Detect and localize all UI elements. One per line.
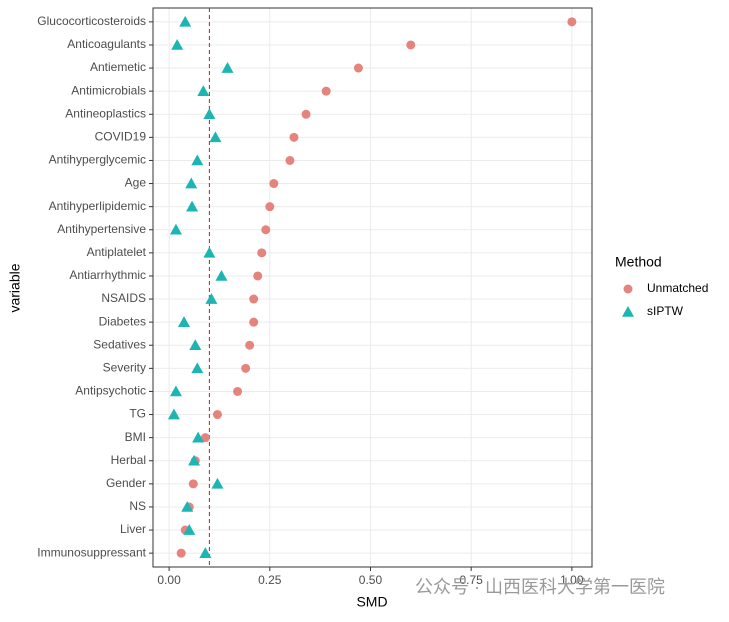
data-point	[249, 317, 259, 327]
x-tick-label: 0.00	[157, 573, 181, 587]
y-tick-label: Diabetes	[99, 314, 146, 328]
legend-label: Unmatched	[647, 281, 708, 295]
data-point	[261, 225, 271, 235]
x-tick-label: 0.50	[359, 573, 383, 587]
y-tick-label: BMI	[125, 430, 146, 444]
data-point	[169, 385, 182, 397]
y-tick-label: COVID19	[95, 130, 147, 144]
data-point	[289, 132, 299, 142]
y-tick-label: TG	[129, 407, 146, 421]
y-tick-label: Antiemetic	[90, 60, 146, 74]
data-point	[191, 154, 204, 166]
data-point	[192, 431, 205, 443]
legend-marker	[623, 284, 633, 294]
watermark: 公众号 · 山西医科大学第一医院	[415, 577, 665, 597]
data-point	[321, 86, 331, 96]
data-point	[221, 62, 234, 73]
data-point	[353, 63, 363, 73]
data-point	[406, 40, 416, 50]
data-point	[185, 177, 198, 189]
data-point	[188, 454, 201, 466]
data-point	[176, 548, 186, 558]
legend-title: Method	[615, 254, 662, 270]
data-point	[203, 108, 216, 120]
panel-border	[152, 7, 593, 568]
data-point	[171, 38, 184, 50]
data-point	[203, 246, 216, 258]
y-tick-label: NSAIDS	[101, 291, 146, 305]
data-point	[199, 547, 212, 558]
data-point	[257, 248, 267, 258]
y-tick-label: Sedatives	[93, 337, 146, 351]
data-point	[209, 131, 222, 143]
y-tick-label: NS	[129, 499, 146, 513]
data-point	[178, 316, 191, 327]
y-tick-label: Herbal	[111, 453, 146, 467]
y-tick-label: Glucocorticosteroids	[37, 14, 146, 28]
y-tick-label: Gender	[106, 476, 146, 490]
data-point	[200, 433, 210, 443]
data-point	[186, 200, 199, 212]
data-point	[249, 294, 259, 304]
x-tick-label: 0.75	[459, 573, 483, 587]
data-point	[265, 202, 275, 212]
y-tick-label: Antineoplastics	[65, 106, 146, 120]
data-point	[189, 339, 202, 351]
data-point	[183, 524, 196, 535]
data-point	[285, 155, 295, 165]
data-point	[241, 363, 251, 373]
y-tick-label: Immunosuppressant	[37, 545, 146, 559]
y-axis-title: variable	[7, 263, 23, 312]
y-tick-label: Antihyperlipidemic	[49, 199, 146, 213]
data-point	[253, 271, 263, 281]
data-point	[212, 410, 222, 420]
data-point	[269, 179, 279, 189]
data-point	[188, 479, 198, 489]
legend-label: sIPTW	[647, 304, 684, 318]
y-tick-label: Antipsychotic	[75, 384, 146, 398]
y-tick-label: Age	[125, 176, 147, 190]
y-tick-label: Antiarrhythmic	[69, 268, 146, 282]
y-tick-label: Liver	[120, 522, 146, 536]
x-axis-title: SMD	[356, 594, 387, 610]
data-point	[567, 17, 577, 27]
legend-marker	[622, 306, 634, 317]
data-point	[169, 223, 182, 235]
y-tick-label: Antiplatelet	[87, 245, 147, 259]
data-point	[301, 109, 311, 119]
y-tick-label: Antihypertensive	[57, 222, 146, 236]
data-point	[191, 362, 204, 374]
data-point	[197, 85, 210, 96]
data-point	[215, 269, 228, 281]
data-point	[245, 340, 255, 350]
y-tick-label: Anticoagulants	[67, 37, 146, 51]
data-point	[179, 15, 192, 27]
x-tick-label: 0.25	[258, 573, 282, 587]
data-point	[233, 386, 243, 396]
data-point	[167, 408, 180, 420]
x-tick-label: 1.00	[560, 573, 584, 587]
data-point	[211, 477, 224, 489]
y-tick-label: Antimicrobials	[71, 83, 146, 97]
data-point	[205, 293, 218, 304]
data-point	[181, 500, 194, 512]
y-tick-label: Severity	[103, 361, 146, 375]
y-tick-label: Antihyperglycemic	[49, 153, 146, 167]
